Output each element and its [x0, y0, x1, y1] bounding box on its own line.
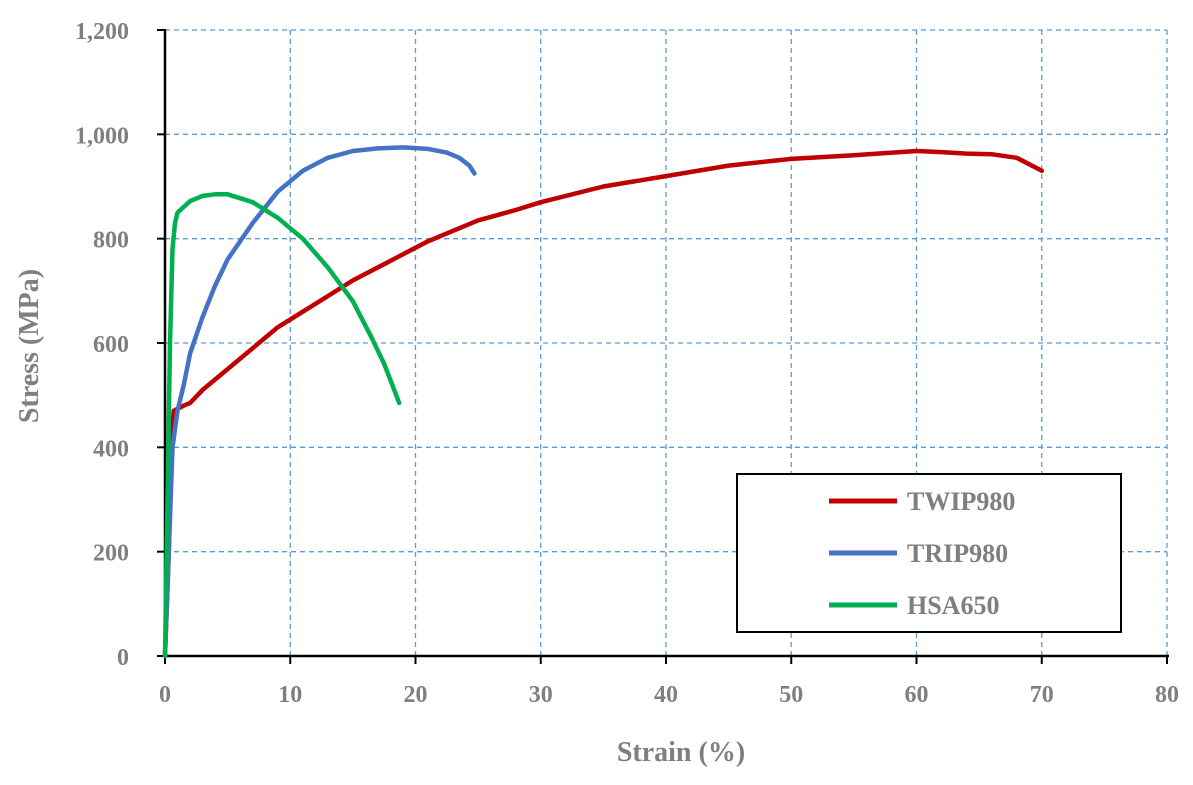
- x-axis-title: Strain (%): [617, 737, 745, 768]
- y-tick-label: 0: [117, 645, 129, 671]
- x-tick-label: 70: [1030, 682, 1054, 708]
- grid: [165, 29, 1168, 656]
- y-tick-label: 1,200: [75, 19, 129, 45]
- legend: TWIP980 TRIP980 HSA650: [736, 473, 1122, 633]
- x-tick-label: 0: [159, 682, 171, 708]
- x-tick-label: 30: [529, 682, 553, 708]
- legend-box: [736, 473, 1122, 633]
- x-tick-label: 20: [404, 682, 428, 708]
- series-group: [162, 145, 1045, 659]
- y-axis-title: Stress (MPa): [14, 269, 45, 423]
- legend-label-hsa650: HSA650: [907, 591, 999, 620]
- series-line-hsa650: [162, 192, 402, 659]
- y-tick-label: 200: [93, 541, 129, 567]
- x-tick-label: 10: [278, 682, 302, 708]
- legend-label-trip980: TRIP980: [907, 539, 1008, 568]
- series-line-twip980: [162, 148, 1045, 659]
- y-tick-label: 400: [93, 436, 129, 462]
- y-tick-label: 600: [93, 332, 129, 358]
- x-tick-label: 60: [905, 682, 929, 708]
- series-line-trip980: [162, 145, 477, 659]
- x-tick-label: 80: [1155, 682, 1179, 708]
- x-tick-label: 40: [654, 682, 678, 708]
- y-tick-label: 800: [93, 228, 129, 254]
- y-tick-label: 1,000: [75, 123, 129, 149]
- x-tick-label: 50: [779, 682, 803, 708]
- legend-label-twip980: TWIP980: [907, 487, 1015, 516]
